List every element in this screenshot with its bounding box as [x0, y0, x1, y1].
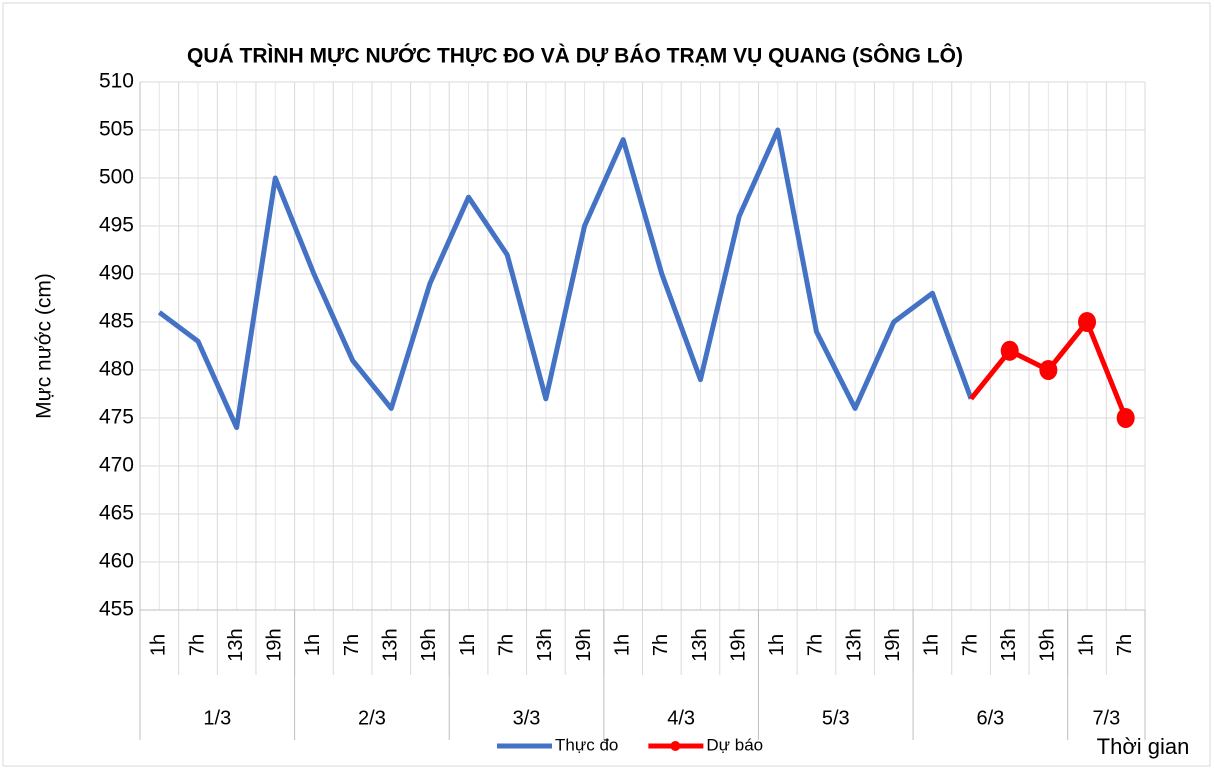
group-label: 3/3	[513, 707, 541, 729]
x-tick-label: 7h	[805, 634, 827, 656]
x-tick-label: 1h	[302, 634, 324, 656]
y-tick-label: 490	[99, 262, 134, 285]
y-tick-label: 500	[99, 166, 134, 189]
x-tick-label: 1h	[766, 634, 788, 656]
group-label: 1/3	[203, 707, 231, 729]
x-axis-title: Thời gian	[1097, 734, 1190, 759]
group-label: 5/3	[822, 707, 850, 729]
x-tick-label: 1h	[457, 634, 479, 656]
x-tick-label: 7h	[341, 634, 363, 656]
x-tick-label: 19h	[418, 628, 440, 661]
group-label: 2/3	[358, 707, 386, 729]
point	[1116, 408, 1135, 428]
x-tick-label: 13h	[998, 628, 1020, 661]
legend-label: Thực đo	[555, 735, 618, 754]
x-tick-label: 19h	[882, 628, 904, 661]
y-tick-label: 475	[99, 406, 134, 429]
y-tick-label: 460	[99, 550, 134, 573]
legend-label: Dự báo	[706, 735, 763, 754]
group-label: 7/3	[1092, 707, 1120, 729]
x-tick-label: 7h	[495, 634, 517, 656]
point	[1000, 340, 1019, 361]
x-tick-label: 1h	[148, 634, 170, 656]
x-tick-label: 13h	[225, 628, 247, 661]
y-axis-title: Mực nước (cm)	[33, 273, 56, 419]
x-tick-label: 1h	[611, 634, 633, 656]
point	[1039, 360, 1058, 380]
x-tick-label: 13h	[689, 628, 711, 661]
x-tick-label: 19h	[727, 628, 749, 661]
x-tick-label: 7h	[186, 634, 208, 656]
y-tick-label: 470	[99, 454, 134, 477]
point	[1078, 312, 1097, 332]
x-tick-label: 7h	[959, 634, 981, 656]
x-tick-label: 7h	[650, 634, 672, 656]
x-tick-label: 19h	[573, 628, 595, 661]
group-label: 4/3	[667, 707, 695, 729]
y-tick-label: 485	[99, 310, 134, 333]
series-line	[157, 127, 974, 431]
x-tick-label: 1h	[921, 634, 943, 656]
x-tick-label: 1h	[1075, 634, 1097, 656]
x-tick-label: 13h	[534, 628, 556, 661]
y-tick-label: 495	[99, 214, 134, 237]
y-tick-label: 455	[99, 598, 134, 621]
y-tick-label: 510	[99, 70, 134, 93]
group-label: 6/3	[976, 707, 1004, 729]
x-tick-label: 7h	[1114, 634, 1136, 656]
y-tick-label: 465	[99, 502, 134, 525]
legend-marker	[670, 741, 681, 751]
x-tick-label: 19h	[1037, 628, 1059, 661]
x-tick-label: 13h	[843, 628, 865, 661]
x-tick-label: 19h	[264, 628, 286, 661]
y-tick-label: 505	[99, 118, 134, 141]
x-tick-label: 13h	[380, 628, 402, 661]
y-tick-label: 480	[99, 358, 134, 381]
chart-title: QUÁ TRÌNH MỰC NƯỚC THỰC ĐO VÀ DỰ BÁO TRẠ…	[187, 44, 963, 68]
